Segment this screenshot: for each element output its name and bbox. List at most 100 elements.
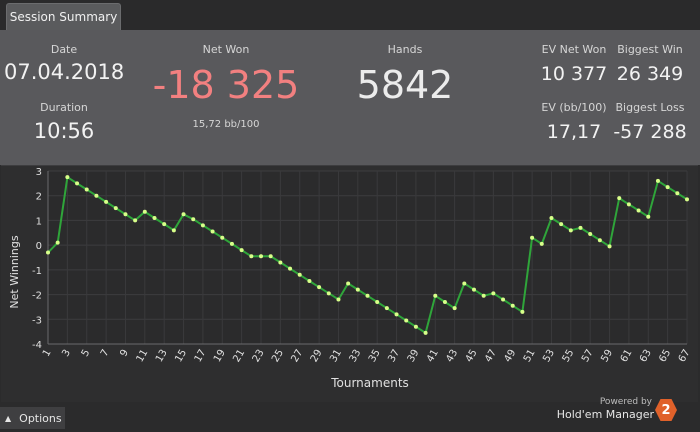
data-point — [142, 209, 147, 214]
ev-net-won-label: EV Net Won — [541, 43, 607, 56]
data-point — [220, 235, 225, 240]
data-point — [568, 228, 573, 233]
date-value: 07.04.2018 — [4, 60, 125, 84]
data-point — [617, 196, 622, 201]
x-tick-label: 25 — [270, 348, 286, 365]
duration-label: Duration — [40, 101, 88, 114]
x-tick-label: 51 — [522, 348, 538, 365]
data-point — [317, 285, 322, 290]
x-tick-label: 5 — [80, 348, 93, 359]
y-tick-label: -1 — [32, 266, 42, 277]
x-tick-label: 61 — [619, 348, 635, 365]
data-point — [665, 185, 670, 190]
data-point — [346, 281, 351, 286]
y-tick-label: 1 — [36, 216, 42, 227]
net-won-value: -18 325 — [152, 63, 300, 107]
plot-area — [48, 171, 687, 344]
duration-value: 10:56 — [33, 119, 95, 143]
data-point — [530, 235, 535, 240]
x-tick-label: 27 — [289, 348, 305, 365]
x-tick-label: 57 — [580, 348, 596, 365]
session-summary-panel: Date 07.04.2018 Duration 10:56 Net Won -… — [0, 30, 700, 165]
net-winnings-chart-panel: 3 2 1 0 -1 -2 -3 -4 1 3 5 7 9 11 13 15 17 19 21 23 25 27 29 31… — [1, 165, 698, 403]
date-label: Date — [50, 43, 78, 56]
y-tick-label: -2 — [32, 291, 42, 302]
x-tick-label: 3 — [60, 348, 73, 359]
data-point — [452, 306, 457, 311]
options-button[interactable]: ▲ Options — [0, 407, 65, 429]
x-tick-label: 33 — [348, 348, 364, 365]
data-point — [365, 293, 370, 298]
data-point — [94, 193, 99, 198]
data-point — [685, 197, 689, 202]
tab-session-summary[interactable]: Session Summary — [6, 3, 121, 30]
data-point — [626, 202, 631, 207]
y-tick-label: 3 — [36, 167, 42, 178]
data-point — [75, 181, 80, 186]
x-tick-label: 31 — [328, 348, 344, 365]
y-tick-labels: 3 2 1 0 -1 -2 -3 -4 — [32, 167, 42, 351]
data-point — [191, 217, 196, 222]
data-point — [268, 254, 273, 259]
chart-grid — [47, 170, 688, 345]
x-tick-label: 39 — [406, 348, 422, 365]
data-point — [239, 248, 244, 253]
data-point — [181, 212, 186, 217]
x-tick-label: 55 — [561, 348, 577, 365]
data-point — [472, 287, 476, 292]
x-tick-label: 9 — [118, 348, 131, 359]
data-point — [200, 223, 205, 228]
chart-axes — [47, 171, 687, 345]
data-point — [510, 303, 515, 308]
data-point — [636, 208, 641, 213]
x-tick-label: 21 — [231, 348, 247, 365]
data-point — [133, 218, 138, 223]
x-tick-label: 35 — [367, 348, 383, 365]
hands-label: Hands — [387, 43, 423, 56]
x-tick-labels: 1 3 5 7 9 11 13 15 17 19 21 23 25 27 29 31 33 35 37 39 41 43 4… — [41, 348, 693, 365]
tab-label: Session Summary — [9, 10, 118, 24]
x-tick-label: 23 — [251, 348, 267, 365]
net-won-label: Net Won — [202, 43, 250, 56]
y-tick-label: 0 — [36, 241, 42, 252]
data-point — [481, 293, 486, 298]
biggest-loss-label: Biggest Loss — [615, 101, 685, 114]
y-axis-label: Net Winnings — [8, 235, 21, 308]
x-axis-label: Tournaments — [330, 376, 409, 390]
powered-by-label: Powered by — [599, 397, 652, 407]
data-point — [501, 297, 506, 302]
ev-bb100-value: 17,17 — [546, 121, 602, 143]
x-tick-label: 11 — [135, 348, 151, 365]
data-point — [404, 318, 409, 323]
data-point — [578, 225, 583, 230]
data-point — [326, 291, 331, 296]
data-point — [65, 175, 70, 180]
x-tick-label: 29 — [309, 348, 325, 365]
data-point — [288, 266, 293, 271]
tab-bar: Session Summary — [0, 0, 700, 30]
footer-bar: ▲ Options Powered by Hold'em Manager 2 — [0, 397, 700, 432]
data-point — [259, 254, 263, 259]
data-point — [539, 241, 544, 246]
data-point — [297, 272, 302, 277]
data-point — [152, 215, 157, 220]
data-point — [171, 228, 176, 233]
ev-bb100-label: EV (bb/100) — [541, 101, 607, 114]
y-tick-label: -4 — [32, 340, 42, 351]
data-point — [104, 199, 109, 204]
data-point — [113, 206, 118, 211]
data-point — [46, 250, 50, 255]
data-point — [413, 324, 418, 329]
x-tick-label: 67 — [677, 348, 693, 365]
data-point — [462, 281, 467, 286]
data-point — [394, 312, 399, 317]
ev-net-won-value: 10 377 — [540, 63, 608, 85]
hands-value: 5842 — [356, 63, 454, 107]
data-point — [442, 299, 447, 304]
x-tick-label: 63 — [638, 348, 654, 365]
y-tick-label: -3 — [32, 315, 42, 326]
brand-name: Hold'em Manager — [556, 408, 654, 421]
x-tick-label: 43 — [444, 348, 460, 365]
x-tick-label: 7 — [99, 348, 112, 359]
x-tick-label: 53 — [541, 348, 557, 365]
